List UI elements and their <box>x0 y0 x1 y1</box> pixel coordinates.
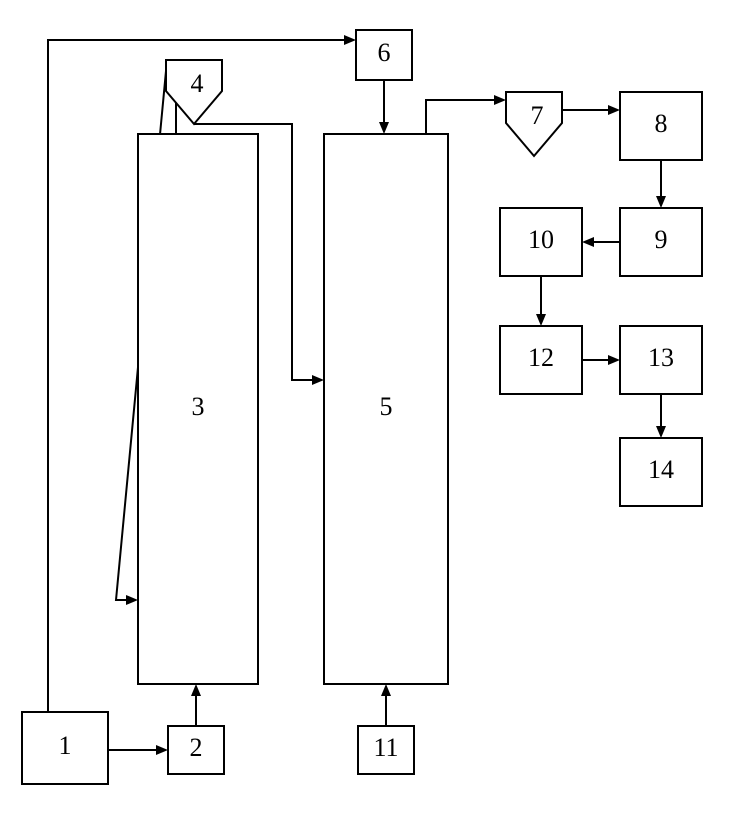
node-n12: 12 <box>500 326 582 394</box>
edge-e2 <box>191 684 201 726</box>
node-n8: 8 <box>620 92 702 160</box>
node-n3: 3 <box>138 134 258 684</box>
node-label: 12 <box>528 343 554 372</box>
edge-e3 <box>381 684 391 726</box>
node-n10: 10 <box>500 208 582 276</box>
node-label: 13 <box>648 343 674 372</box>
node-label: 8 <box>655 109 668 138</box>
node-n5: 5 <box>324 134 448 684</box>
edge-e13 <box>536 276 546 326</box>
node-label: 9 <box>655 225 668 254</box>
node-label: 7 <box>531 101 544 130</box>
node-label: 3 <box>192 392 205 421</box>
edge-e1 <box>108 745 168 755</box>
edge-e14 <box>582 355 620 365</box>
nodes-layer: 1234567891011121314 <box>22 30 702 784</box>
node-label: 11 <box>373 733 398 762</box>
node-n7: 7 <box>506 92 562 156</box>
edge-e12 <box>582 237 620 247</box>
edge-e5 <box>379 80 389 134</box>
node-label: 5 <box>380 392 393 421</box>
node-n11: 11 <box>358 726 414 774</box>
node-n13: 13 <box>620 326 702 394</box>
node-label: 10 <box>528 225 554 254</box>
node-n2: 2 <box>168 726 224 774</box>
node-label: 14 <box>648 455 674 484</box>
edge-e9 <box>426 95 506 134</box>
node-n4: 4 <box>166 60 222 124</box>
node-label: 6 <box>378 38 391 67</box>
node-n14: 14 <box>620 438 702 506</box>
node-label: 1 <box>59 731 72 760</box>
node-n6: 6 <box>356 30 412 80</box>
edge-e10 <box>562 105 620 115</box>
diagram-svg: 1234567891011121314 <box>0 0 756 838</box>
node-label: 2 <box>190 733 203 762</box>
edge-e11 <box>656 160 666 208</box>
edge-e15 <box>656 394 666 438</box>
node-label: 4 <box>191 69 204 98</box>
diagram-root: 1234567891011121314 <box>0 0 756 838</box>
node-n9: 9 <box>620 208 702 276</box>
node-n1: 1 <box>22 712 108 784</box>
